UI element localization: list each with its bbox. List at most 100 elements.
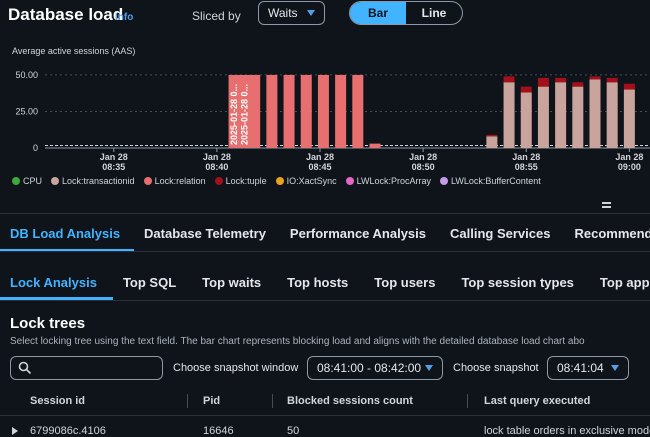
legend-label: LWLock:ProcArray bbox=[356, 176, 432, 186]
bar-segment-lock-tuple bbox=[537, 77, 549, 87]
bar-segment-lock-transactionid bbox=[520, 92, 532, 148]
y-tick-label: 0 bbox=[33, 143, 38, 153]
column-divider bbox=[187, 394, 188, 408]
bar-segment-lock-relation bbox=[369, 143, 381, 148]
x-tick-date: Jan 28 bbox=[512, 152, 540, 162]
legend-label: Lock:transactionid bbox=[62, 176, 135, 186]
bar-segment-lock-transactionid bbox=[537, 86, 549, 148]
lock-trees-description: Select locking tree using the text field… bbox=[10, 336, 585, 347]
snapshot-window-label: Choose snapshot window bbox=[173, 362, 299, 374]
x-tick-time: 09:00 bbox=[618, 162, 641, 172]
legend-swatch bbox=[12, 177, 20, 185]
bar-segment-lock-transactionid bbox=[606, 82, 618, 148]
legend-item[interactable]: LWLock:ProcArray bbox=[345, 176, 432, 186]
lock-tree-search-input[interactable] bbox=[10, 356, 163, 380]
bar-segment-lock-tuple bbox=[623, 83, 635, 90]
legend-item[interactable]: Lock:transactionid bbox=[51, 176, 135, 186]
bar-segment-lock-relation bbox=[238, 74, 250, 148]
snapshot-label: Choose snapshot bbox=[453, 362, 539, 374]
page-title: Database load bbox=[8, 5, 124, 24]
bar-segment-lock-tuple bbox=[520, 86, 532, 93]
info-link[interactable]: Info bbox=[115, 12, 134, 23]
bar-segment-lock-tuple bbox=[606, 77, 618, 83]
caret-down-icon bbox=[425, 365, 433, 371]
legend-item[interactable]: Lock:tuple bbox=[214, 176, 267, 186]
column-header-blocked-count[interactable]: Blocked sessions count bbox=[287, 395, 413, 407]
tab-top-users[interactable]: Top users bbox=[374, 274, 436, 290]
tabs-divider bbox=[0, 251, 650, 252]
bar-segment-lock-tuple bbox=[486, 134, 498, 137]
bar-segment-lock-tuple bbox=[572, 82, 584, 87]
bar-segment-lock-relation bbox=[283, 74, 295, 148]
bar-segment-lock-relation bbox=[266, 74, 278, 148]
bar-segment-lock-relation bbox=[249, 74, 261, 148]
chart-legend: CPU Lock:transactionid Lock:relation Lock:t… bbox=[12, 176, 541, 186]
drag-handle-icon[interactable] bbox=[602, 202, 611, 208]
column-header-last-query[interactable]: Last query executed bbox=[484, 395, 591, 407]
db-load-chart[interactable]: 50.00 25.00 0 2025-01-28 0... 2025-01-28 0..… bbox=[0, 58, 650, 173]
tab-top-waits[interactable]: Top waits bbox=[202, 274, 262, 290]
bar-toggle-button[interactable]: Bar bbox=[350, 2, 406, 24]
line-toggle-button[interactable]: Line bbox=[421, 6, 447, 20]
snapshot-select[interactable]: 08:41:04 bbox=[547, 356, 629, 380]
y-tick-label: 25.00 bbox=[15, 106, 38, 116]
bar-segment-lock-transactionid bbox=[589, 79, 601, 148]
y-tick-label: 50.00 bbox=[15, 70, 38, 80]
snapshot-window-select[interactable]: 08:41:00 - 08:42:00 bbox=[307, 356, 443, 380]
sliced-by-label: Sliced by bbox=[192, 9, 241, 23]
caret-down-icon bbox=[307, 10, 315, 16]
bar-segment-lock-relation bbox=[317, 74, 329, 148]
bar-segment-lock-relation bbox=[300, 74, 312, 148]
tab-performance-analysis[interactable]: Performance Analysis bbox=[289, 225, 427, 241]
legend-swatch bbox=[275, 177, 284, 185]
cell-last-query: lock table orders in exclusive mode bbox=[484, 425, 650, 437]
legend-item[interactable]: Lock:relation bbox=[143, 176, 206, 186]
x-tick-time: 08:40 bbox=[205, 162, 228, 172]
legend-swatch bbox=[214, 177, 223, 185]
bar-segment-lock-relation bbox=[228, 74, 240, 148]
tab-recommendations[interactable]: Recommenda bbox=[574, 225, 650, 241]
legend-item[interactable]: LWLock:BufferContent bbox=[440, 176, 541, 186]
legend-item[interactable]: IO:XactSync bbox=[275, 176, 337, 186]
column-divider bbox=[272, 394, 273, 408]
cell-pid: 16646 bbox=[203, 425, 234, 437]
bar-segment-lock-transactionid bbox=[555, 82, 567, 148]
snapshot-window-value: 08:41:00 - 08:42:00 bbox=[317, 361, 422, 375]
x-tick-date: Jan 28 bbox=[409, 152, 437, 162]
tab-top-sql[interactable]: Top SQL bbox=[122, 274, 177, 290]
tab-top-session-types[interactable]: Top session types bbox=[461, 274, 574, 290]
x-tick-time: 08:35 bbox=[102, 162, 125, 172]
sliced-by-select[interactable]: Waits bbox=[258, 1, 325, 25]
lock-trees-title: Lock trees bbox=[10, 315, 86, 332]
legend-label: IO:XactSync bbox=[286, 176, 337, 186]
tab-db-load-analysis[interactable]: DB Load Analysis bbox=[0, 214, 135, 252]
bar-segment-lock-tuple bbox=[589, 76, 601, 80]
chart-type-toggle[interactable]: Bar Line bbox=[349, 1, 463, 25]
expand-row-icon[interactable] bbox=[12, 427, 18, 435]
column-header-session-id[interactable]: Session id bbox=[30, 395, 86, 407]
tab-database-telemetry[interactable]: Database Telemetry bbox=[144, 225, 266, 241]
bar-segment-lock-relation bbox=[352, 74, 364, 148]
legend-item[interactable]: CPU bbox=[12, 176, 42, 186]
column-divider bbox=[467, 394, 468, 408]
sliced-by-value: Waits bbox=[268, 6, 298, 20]
bar-segment-lock-transactionid bbox=[486, 136, 498, 148]
tab-calling-services[interactable]: Calling Services bbox=[450, 225, 551, 241]
snapshot-value: 08:41:04 bbox=[557, 361, 604, 375]
x-tick-date: Jan 28 bbox=[615, 152, 643, 162]
caret-down-icon bbox=[611, 365, 619, 371]
bar-segment-lock-transactionid bbox=[503, 82, 515, 148]
x-tick-date: Jan 28 bbox=[100, 152, 128, 162]
highlight-label: 2025-01-28 0... bbox=[229, 84, 239, 145]
cell-session-id: 6799086c.4106 bbox=[30, 425, 106, 437]
subtabs-divider bbox=[0, 300, 650, 301]
highlight-label: 2025-01-28 0... bbox=[239, 84, 249, 145]
legend-label: LWLock:BufferContent bbox=[451, 176, 541, 186]
main-tabs: DB Load Analysis Database Telemetry Perf… bbox=[0, 213, 650, 252]
tab-top-hosts[interactable]: Top hosts bbox=[287, 274, 349, 290]
tab-lock-analysis[interactable]: Lock Analysis bbox=[0, 264, 113, 300]
tab-top-applications[interactable]: Top appli bbox=[599, 274, 650, 290]
legend-label: Lock:tuple bbox=[225, 176, 267, 186]
legend-label: CPU bbox=[23, 176, 43, 186]
column-header-pid[interactable]: Pid bbox=[203, 395, 221, 407]
